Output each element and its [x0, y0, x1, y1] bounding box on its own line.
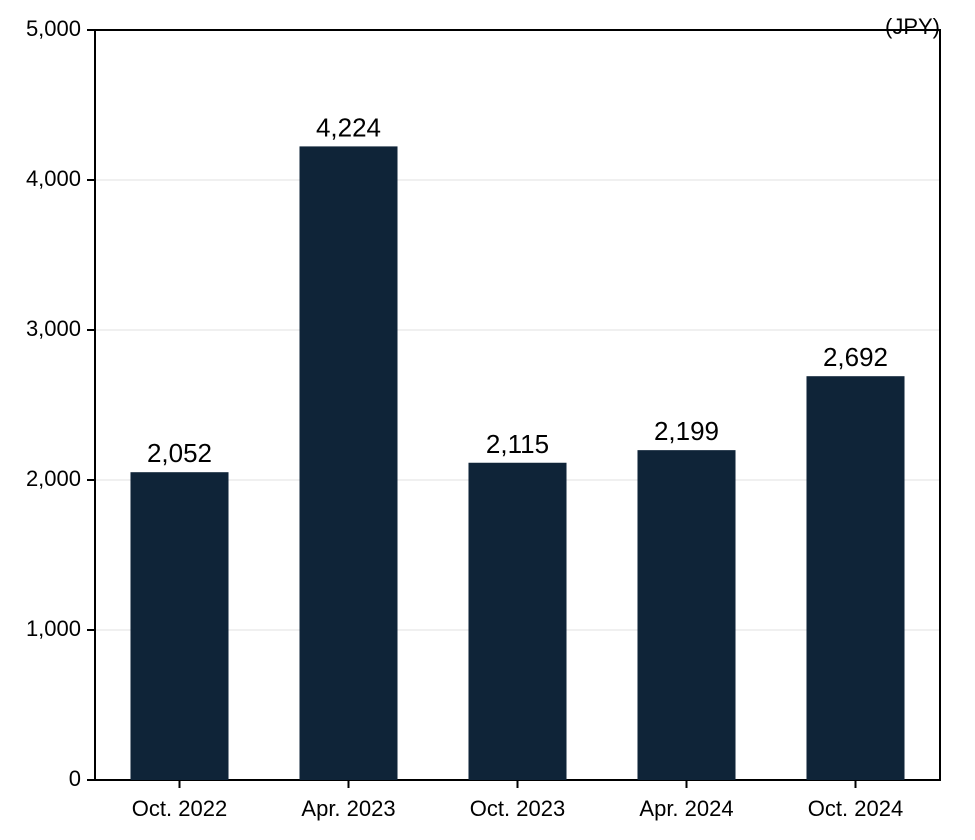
unit-label: (JPY) [885, 14, 940, 39]
x-tick-label: Oct. 2024 [808, 796, 903, 821]
jpy-bar-chart: 0 1,000 2,000 3,000 4,000 5,000 2,052 Oct. 2022… [0, 0, 975, 840]
bar [637, 450, 735, 780]
y-tick-label: 1,000 [26, 616, 81, 641]
x-tick-label: Oct. 2022 [132, 796, 227, 821]
chart-svg: 0 1,000 2,000 3,000 4,000 5,000 2,052 Oct. 2022… [0, 0, 975, 840]
y-tick-label: 4,000 [26, 166, 81, 191]
bar-value-label: 2,052 [147, 438, 212, 468]
bar-value-label: 2,199 [654, 416, 719, 446]
x-tick-label: Apr. 2024 [639, 796, 733, 821]
y-tick-label: 3,000 [26, 316, 81, 341]
bar-value-label: 2,115 [486, 429, 549, 459]
bar [468, 463, 566, 780]
bar [806, 376, 904, 780]
bar-value-label: 2,692 [823, 342, 888, 372]
y-tick-label: 5,000 [26, 16, 81, 41]
x-tick-label: Oct. 2023 [470, 796, 565, 821]
y-tick-label: 0 [69, 766, 81, 791]
x-tick-label: Apr. 2023 [301, 796, 395, 821]
bar-value-label: 4,224 [316, 112, 381, 142]
bar [130, 472, 228, 780]
y-tick-label: 2,000 [26, 466, 81, 491]
bar [299, 146, 397, 780]
